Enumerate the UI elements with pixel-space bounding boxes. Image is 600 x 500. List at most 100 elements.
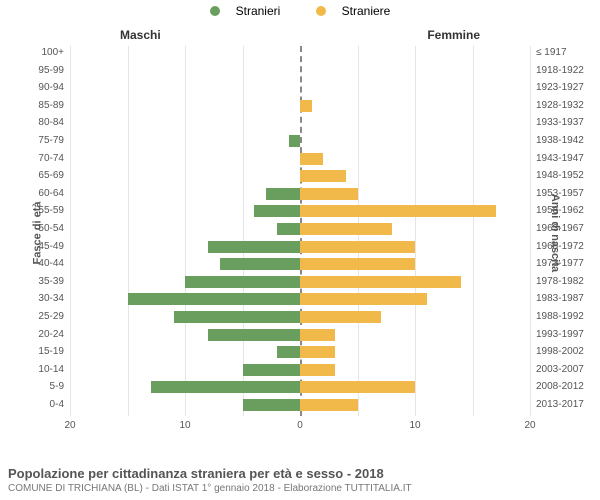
birth-year-label: 1963-1967 <box>530 222 598 236</box>
age-label: 30-34 <box>2 292 70 306</box>
chart-area: Maschi Femmine Fasce di età Anni di nasc… <box>0 28 600 438</box>
x-tick-label: 0 <box>297 420 303 431</box>
age-label: 20-24 <box>2 328 70 342</box>
birth-year-label: 1958-1962 <box>530 204 598 218</box>
age-label: 65-69 <box>2 169 70 183</box>
age-label: 10-14 <box>2 363 70 377</box>
birth-year-label: 1978-1982 <box>530 275 598 289</box>
bar-female <box>300 223 392 235</box>
pyramid-row: 20-241993-1997 <box>70 328 530 342</box>
x-tick-label: 10 <box>179 420 190 431</box>
birth-year-label: 1953-1957 <box>530 187 598 201</box>
pyramid-row: 15-191998-2002 <box>70 345 530 359</box>
chart-title: Popolazione per cittadinanza straniera p… <box>8 466 592 481</box>
chart-container: Stranieri Straniere Maschi Femmine Fasce… <box>0 0 600 500</box>
pyramid-row: 100+≤ 1917 <box>70 46 530 60</box>
bar-female <box>300 276 461 288</box>
pyramid-row: 95-991918-1922 <box>70 64 530 78</box>
pyramid-row: 80-841933-1937 <box>70 116 530 130</box>
birth-year-label: 1983-1987 <box>530 292 598 306</box>
bar-female <box>300 293 427 305</box>
chart-footer: Popolazione per cittadinanza straniera p… <box>8 466 592 494</box>
age-label: 15-19 <box>2 345 70 359</box>
age-label: 5-9 <box>2 380 70 394</box>
age-label: 0-4 <box>2 398 70 412</box>
x-axis: 201001020 <box>70 420 530 436</box>
pyramid-row: 25-291988-1992 <box>70 310 530 324</box>
header-female: Femmine <box>427 28 480 42</box>
age-label: 45-49 <box>2 240 70 254</box>
age-label: 60-64 <box>2 187 70 201</box>
bar-female <box>300 170 346 182</box>
legend-item-male: Stranieri <box>202 4 289 18</box>
age-label: 95-99 <box>2 64 70 78</box>
birth-year-label: 1933-1937 <box>530 116 598 130</box>
age-label: 100+ <box>2 46 70 60</box>
pyramid-row: 45-491968-1972 <box>70 240 530 254</box>
birth-year-label: 1973-1977 <box>530 257 598 271</box>
birth-year-label: 1948-1952 <box>530 169 598 183</box>
age-label: 50-54 <box>2 222 70 236</box>
bar-female <box>300 329 335 341</box>
bar-male <box>151 381 301 393</box>
pyramid-row: 60-641953-1957 <box>70 187 530 201</box>
plot-area: 100+≤ 191795-991918-192290-941923-192785… <box>70 46 530 416</box>
bar-male <box>208 329 300 341</box>
bar-female <box>300 364 335 376</box>
bar-female <box>300 205 496 217</box>
bar-male <box>243 399 301 411</box>
birth-year-label: 1918-1922 <box>530 64 598 78</box>
pyramid-row: 10-142003-2007 <box>70 363 530 377</box>
age-label: 90-94 <box>2 81 70 95</box>
birth-year-label: 1923-1927 <box>530 81 598 95</box>
pyramid-row: 75-791938-1942 <box>70 134 530 148</box>
x-tick-label: 20 <box>64 420 75 431</box>
birth-year-label: 1998-2002 <box>530 345 598 359</box>
legend: Stranieri Straniere <box>0 0 600 19</box>
bar-male <box>174 311 301 323</box>
bar-female <box>300 241 415 253</box>
birth-year-label: 2008-2012 <box>530 380 598 394</box>
age-label: 40-44 <box>2 257 70 271</box>
bar-male <box>220 258 301 270</box>
bar-female <box>300 346 335 358</box>
pyramid-row: 30-341983-1987 <box>70 292 530 306</box>
birth-year-label: 2013-2017 <box>530 398 598 412</box>
pyramid-row: 55-591958-1962 <box>70 204 530 218</box>
legend-label-female: Straniere <box>342 4 391 18</box>
pyramid-row: 70-741943-1947 <box>70 152 530 166</box>
pyramid-row: 5-92008-2012 <box>70 380 530 394</box>
chart-subtitle: COMUNE DI TRICHIANA (BL) - Dati ISTAT 1°… <box>8 483 592 494</box>
bar-male <box>277 223 300 235</box>
pyramid-row: 85-891928-1932 <box>70 99 530 113</box>
age-label: 75-79 <box>2 134 70 148</box>
bar-female <box>300 188 358 200</box>
bar-female <box>300 381 415 393</box>
legend-label-male: Stranieri <box>236 4 281 18</box>
bar-male <box>266 188 301 200</box>
x-tick-label: 20 <box>524 420 535 431</box>
birth-year-label: ≤ 1917 <box>530 46 598 60</box>
birth-year-label: 2003-2007 <box>530 363 598 377</box>
pyramid-row: 40-441973-1977 <box>70 257 530 271</box>
pyramid-row: 65-691948-1952 <box>70 169 530 183</box>
age-label: 55-59 <box>2 204 70 218</box>
legend-item-female: Straniere <box>308 4 399 18</box>
x-tick-label: 10 <box>409 420 420 431</box>
bar-male <box>208 241 300 253</box>
bar-female <box>300 311 381 323</box>
pyramid-row: 0-42013-2017 <box>70 398 530 412</box>
header-male: Maschi <box>120 28 161 42</box>
age-label: 80-84 <box>2 116 70 130</box>
age-label: 35-39 <box>2 275 70 289</box>
birth-year-label: 1968-1972 <box>530 240 598 254</box>
legend-swatch-male <box>210 6 220 16</box>
bar-female <box>300 399 358 411</box>
birth-year-label: 1938-1942 <box>530 134 598 148</box>
bar-male <box>254 205 300 217</box>
pyramid-row: 35-391978-1982 <box>70 275 530 289</box>
legend-swatch-female <box>316 6 326 16</box>
age-label: 25-29 <box>2 310 70 324</box>
bar-female <box>300 153 323 165</box>
birth-year-label: 1988-1992 <box>530 310 598 324</box>
